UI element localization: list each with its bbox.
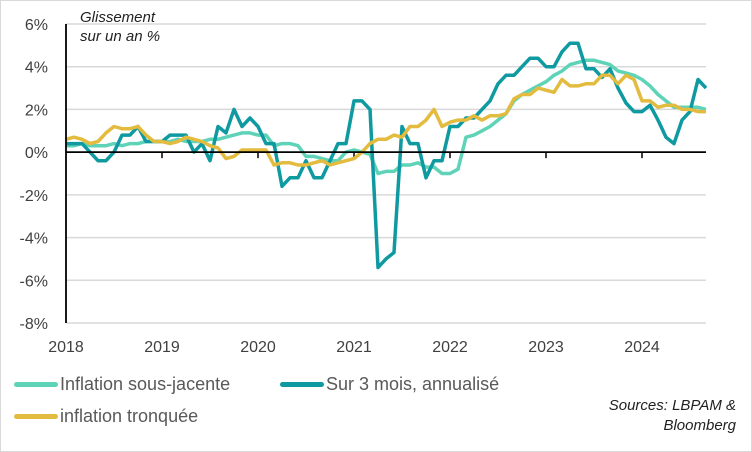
legend-item-3-mois: Sur 3 mois, annualisé xyxy=(280,374,499,395)
legend-label: Sur 3 mois, annualisé xyxy=(326,374,500,394)
x-tick-label: 2019 xyxy=(144,339,180,356)
legend-item-tronquee: inflation tronquée xyxy=(14,406,198,427)
y-tick-label: 4% xyxy=(25,60,48,77)
series-line-2 xyxy=(65,73,706,167)
series-line-1 xyxy=(66,41,708,270)
y-tick-label: 6% xyxy=(25,17,48,34)
y-tick-label: 0% xyxy=(25,145,48,162)
x-tick-label: 2018 xyxy=(48,339,84,356)
chart-title-line-2: sur un an % xyxy=(80,28,161,45)
legend-item-sous-jacente: Inflation sous-jacente xyxy=(14,374,230,395)
legend-swatch xyxy=(14,414,58,419)
sources-line-2: Bloomberg xyxy=(663,417,736,434)
y-tick-label: -2% xyxy=(20,188,48,205)
x-tick-label: 2022 xyxy=(432,339,468,356)
legend-label: Inflation sous-jacente xyxy=(60,374,231,394)
y-tick-label: -6% xyxy=(20,273,48,290)
series-line-0 xyxy=(66,58,707,176)
chart-title-line-1: Glissement xyxy=(80,9,156,26)
x-tick-label: 2020 xyxy=(240,339,276,356)
y-tick-label: -8% xyxy=(20,316,48,333)
sources-note: Sources: LBPAM & Bloomberg xyxy=(609,396,736,436)
legend-swatch xyxy=(14,382,58,387)
x-tick-label: 2021 xyxy=(336,339,372,356)
sources-line-1: Sources: LBPAM & xyxy=(608,397,736,414)
legend-swatch xyxy=(280,382,324,387)
y-tick-label: -4% xyxy=(20,231,48,248)
legend-label: inflation tronquée xyxy=(60,406,199,426)
y-tick-label: 2% xyxy=(25,102,48,119)
x-tick-label: 2023 xyxy=(528,339,564,356)
chart-title: Glissement sur un an % xyxy=(80,8,160,46)
x-tick-label: 2024 xyxy=(624,339,660,356)
